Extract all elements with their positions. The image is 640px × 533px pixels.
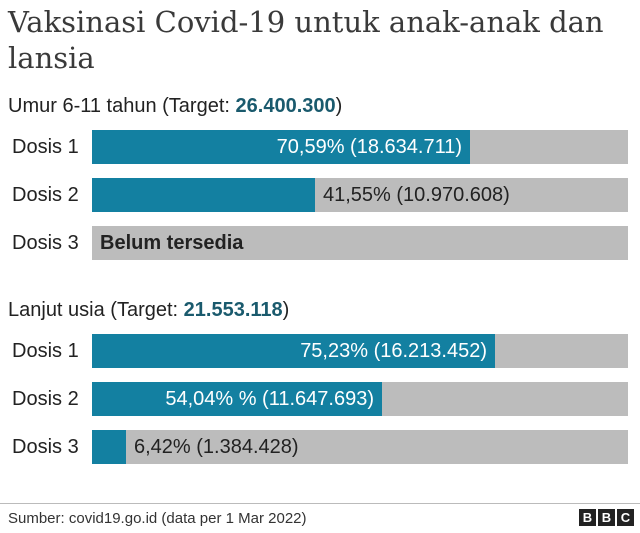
bar-track: 75,23% (16.213.452) — [92, 334, 628, 368]
group-label: Lanjut usia (Target: 21.553.118) — [8, 298, 289, 322]
bar-track: 70,59% (18.634.711) — [92, 130, 628, 164]
group-label-text: Umur 6-11 tahun (Target: — [8, 95, 230, 117]
chart-title: Vaksinasi Covid-19 untuk anak-anak dan l… — [8, 5, 604, 75]
bar-track: 6,42% (1.384.428) — [92, 430, 628, 464]
bar-fill — [92, 430, 126, 464]
group-label-text: Lanjut usia (Target: — [8, 299, 179, 321]
category-label: Dosis 2 — [12, 388, 79, 410]
bbc-logo-letter: B — [579, 509, 596, 526]
category-label: Dosis 1 — [12, 340, 79, 362]
bar-value-label: 70,59% (18.634.711) — [276, 136, 462, 158]
bar-track: 54,04% % (11.647.693) — [92, 382, 628, 416]
group-target-value: 26.400.300 — [235, 95, 336, 117]
bar-value-label: Belum tersedia — [100, 232, 244, 254]
group-label-close: ) — [335, 95, 343, 117]
bar-track: Belum tersedia — [92, 226, 628, 260]
group-label-close: ) — [282, 299, 290, 321]
bar-track: 41,55% (10.970.608) — [92, 178, 628, 212]
bar-value-label: 75,23% (16.213.452) — [300, 340, 487, 362]
bar-value-label: 41,55% (10.970.608) — [323, 184, 510, 206]
bar-fill — [92, 382, 382, 416]
bar-value-label: 54,04% % (11.647.693) — [165, 388, 374, 410]
bbc-logo-letter: C — [617, 509, 634, 526]
group-target-value: 21.553.118 — [183, 299, 283, 321]
bbc-logo: B B C — [579, 509, 634, 526]
bar-fill — [92, 130, 470, 164]
source-note: Sumber: covid19.go.id (data per 1 Mar 20… — [8, 510, 307, 527]
category-label: Dosis 3 — [12, 232, 79, 254]
bar-value-label: 6,42% (1.384.428) — [134, 436, 299, 458]
bar-fill — [92, 178, 315, 212]
bar-fill — [92, 334, 495, 368]
group-label: Umur 6-11 tahun (Target: 26.400.300) — [8, 94, 342, 118]
category-label: Dosis 1 — [12, 136, 79, 158]
footer-divider — [0, 503, 640, 504]
category-label: Dosis 2 — [12, 184, 79, 206]
bbc-logo-letter: B — [598, 509, 615, 526]
category-label: Dosis 3 — [12, 436, 79, 458]
